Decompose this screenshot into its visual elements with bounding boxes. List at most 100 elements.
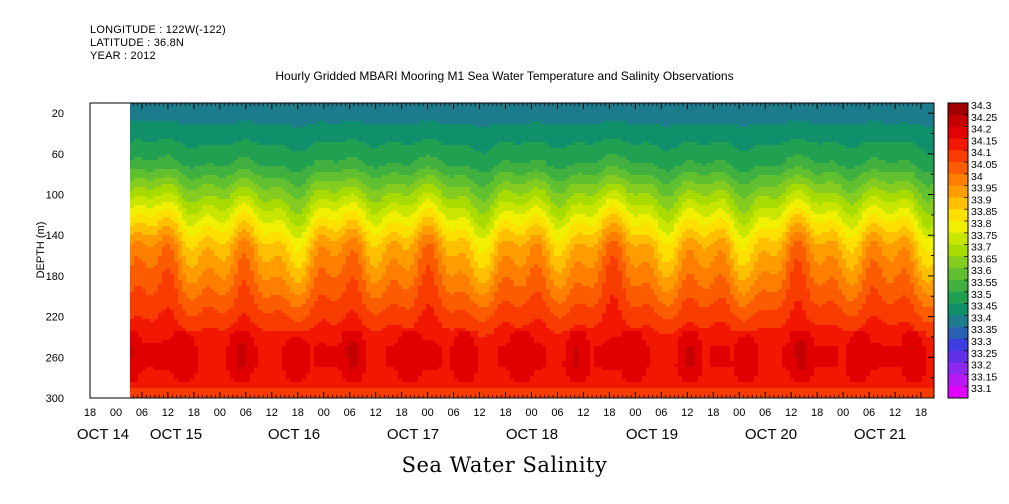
salinity-cell [238,361,243,365]
salinity-cell [318,340,323,344]
salinity-cell [170,292,175,296]
salinity-cell [214,283,219,287]
salinity-cell [238,214,243,218]
salinity-cell [190,232,195,236]
salinity-cell [282,154,287,158]
salinity-cell [166,226,171,230]
salinity-cell [274,373,279,377]
salinity-cell [170,124,175,128]
salinity-cell [158,301,163,305]
salinity-cell [258,337,263,341]
salinity-cell [254,136,259,140]
salinity-cell [142,373,147,377]
salinity-cell [282,367,287,371]
salinity-cell [226,262,231,266]
salinity-cell [206,283,211,287]
salinity-cell [302,133,307,137]
salinity-cell [162,127,167,131]
salinity-cell [146,301,151,305]
salinity-cell [286,256,291,260]
salinity-cell [226,289,231,293]
salinity-cell [290,286,295,290]
salinity-cell [138,211,143,215]
salinity-cell [150,286,155,290]
salinity-cell [286,109,291,113]
salinity-cell [282,349,287,353]
salinity-cell [230,283,235,287]
salinity-cell [222,313,227,317]
salinity-cell [138,190,143,194]
salinity-cell [178,109,183,113]
salinity-cell [162,310,167,314]
salinity-cell [298,238,303,242]
salinity-cell [310,277,315,281]
salinity-cell [246,274,251,278]
salinity-cell [162,286,167,290]
salinity-cell [134,196,139,200]
salinity-cell [214,154,219,158]
salinity-cell [298,346,303,350]
salinity-cell [322,271,327,275]
salinity-cell [230,205,235,209]
salinity-cell [258,226,263,230]
salinity-cell [306,265,311,269]
salinity-cell [250,262,255,266]
salinity-cell [266,214,271,218]
salinity-cell [170,349,175,353]
salinity-cell [266,304,271,308]
salinity-cell [282,136,287,140]
salinity-cell [222,133,227,137]
salinity-cell [186,379,191,383]
salinity-cell [158,316,163,320]
salinity-cell [274,250,279,254]
salinity-cell [234,253,239,257]
salinity-cell [198,178,203,182]
salinity-cell [206,211,211,215]
salinity-cell [310,226,315,230]
salinity-cell [238,250,243,254]
salinity-cell [210,328,215,332]
salinity-cell [218,277,223,281]
salinity-cell [242,184,247,188]
salinity-cell [294,229,299,233]
salinity-cell [222,169,227,173]
salinity-cell [282,235,287,239]
salinity-cell [194,394,199,398]
salinity-cell [282,271,287,275]
salinity-cell [134,265,139,269]
salinity-cell [202,352,207,356]
salinity-cell [210,283,215,287]
salinity-cell [330,115,335,119]
salinity-cell [194,304,199,308]
salinity-cell [270,307,275,311]
salinity-cell [218,163,223,167]
salinity-cell [282,226,287,230]
salinity-cell [254,217,259,221]
salinity-cell [306,298,311,302]
salinity-cell [150,232,155,236]
salinity-cell [130,121,135,125]
salinity-cell [222,262,227,266]
salinity-cell [162,373,167,377]
salinity-cell [178,178,183,182]
salinity-cell [142,103,147,107]
salinity-cell [198,181,203,185]
salinity-cell [218,145,223,149]
salinity-cell [278,175,283,179]
salinity-cell [218,160,223,164]
salinity-cell [178,253,183,257]
salinity-cell [266,238,271,242]
salinity-cell [150,160,155,164]
salinity-cell [134,334,139,338]
salinity-cell [158,184,163,188]
salinity-cell [194,367,199,371]
salinity-cell [254,154,259,158]
salinity-cell [186,172,191,176]
salinity-cell [282,202,287,206]
salinity-cell [174,115,179,119]
salinity-cell [262,214,267,218]
salinity-cell [142,172,147,176]
salinity-cell [250,310,255,314]
salinity-cell [230,259,235,263]
salinity-cell [294,301,299,305]
